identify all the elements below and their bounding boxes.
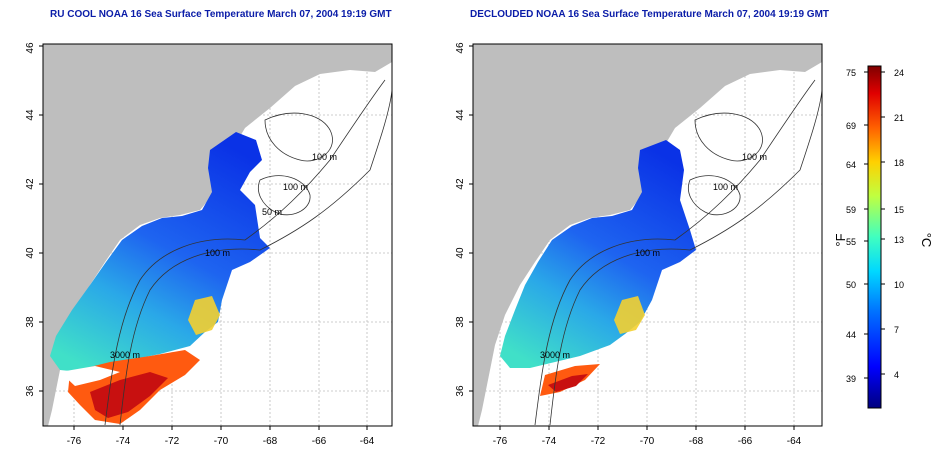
- right-x-tick-labels: -76 -74 -72 -70 -68 -66 -64: [493, 436, 802, 447]
- right-contours: [534, 79, 823, 426]
- fahrenheit-tick-label: 69: [846, 121, 856, 131]
- left-map-border: [42, 43, 393, 427]
- right-contour-labels: 100 m 100 m 100 m 3000 m: [540, 152, 767, 360]
- left-contour-labels: 100 m 100 m 50 m 100 m 3000 m: [110, 152, 337, 360]
- left-sst-gulfstream-core: [90, 372, 168, 418]
- right-sst-warm-shelf: [614, 296, 645, 334]
- y-tick-label: 46: [455, 42, 466, 54]
- celsius-tick-label: 15: [894, 205, 904, 215]
- x-tick-label: -64: [360, 436, 375, 447]
- contour-label: 100 m: [635, 248, 660, 258]
- right-y-tick-labels: 36 38 40 42 44 46: [455, 42, 466, 397]
- celsius-tick-label: 18: [894, 158, 904, 168]
- contour-label: 3000 m: [110, 350, 140, 360]
- fahrenheit-tick-label: 39: [846, 374, 856, 384]
- left-x-tick-labels: -76 -74 -72 -70 -68 -66 -64: [67, 436, 375, 447]
- x-tick-label: -72: [591, 436, 606, 447]
- x-tick-label: -76: [67, 436, 82, 447]
- y-tick-label: 38: [455, 316, 466, 328]
- contour-label: 100 m: [283, 182, 308, 192]
- right-land-mass: [473, 44, 822, 426]
- x-tick-label: -74: [116, 436, 131, 447]
- right-sst-gulfstream-core: [548, 374, 588, 392]
- contour-label: 100 m: [312, 152, 337, 162]
- contour-label: 100 m: [713, 182, 738, 192]
- celsius-tick-label: 24: [894, 68, 904, 78]
- contour-label: 100 m: [205, 248, 230, 258]
- colorbar-ticks: [864, 71, 885, 379]
- celsius-tick-label: 7: [894, 325, 899, 335]
- celsius-tick-label: 4: [894, 370, 899, 380]
- fahrenheit-tick-label: 50: [846, 280, 856, 290]
- y-tick-label: 38: [25, 316, 36, 328]
- right-axis-ticks: [469, 45, 795, 430]
- left-map-title: RU COOL NOAA 16 Sea Surface Temperature …: [50, 9, 392, 20]
- fahrenheit-tick-label: 59: [846, 205, 856, 215]
- y-tick-label: 44: [25, 109, 36, 121]
- left-contours: [104, 79, 393, 426]
- celsius-tick-label: 21: [894, 113, 904, 123]
- y-tick-label: 44: [455, 109, 466, 121]
- celsius-tick-label: 10: [894, 280, 904, 290]
- fahrenheit-tick-label: 44: [846, 330, 856, 340]
- x-tick-label: -76: [493, 436, 508, 447]
- y-tick-label: 40: [455, 247, 466, 259]
- left-map-panel: 100 m 100 m 50 m 100 m 3000 m -76 -74 -7…: [25, 42, 393, 447]
- colorbar-gradient: [867, 65, 882, 409]
- x-tick-label: -70: [214, 436, 229, 447]
- y-tick-label: 46: [25, 42, 36, 54]
- left-y-tick-labels: 36 38 40 42 44 46: [25, 42, 36, 397]
- x-tick-label: -72: [165, 436, 180, 447]
- x-tick-label: -68: [689, 436, 704, 447]
- contour-label: 100 m: [742, 152, 767, 162]
- left-cloud-gap: [60, 366, 120, 386]
- left-axis-ticks: [39, 45, 368, 430]
- fahrenheit-tick-label: 55: [846, 237, 856, 247]
- y-tick-label: 42: [25, 178, 36, 190]
- y-tick-label: 36: [25, 385, 36, 397]
- left-land-mass: [43, 44, 392, 426]
- contour-label: 3000 m: [540, 350, 570, 360]
- contour-label: 50 m: [262, 207, 282, 217]
- y-tick-label: 42: [455, 178, 466, 190]
- y-tick-label: 36: [455, 385, 466, 397]
- x-tick-label: -68: [263, 436, 278, 447]
- fahrenheit-tick-label: 75: [846, 68, 856, 78]
- celsius-tick-label: 13: [894, 235, 904, 245]
- fahrenheit-tick-label: 64: [846, 160, 856, 170]
- celsius-unit-label: °C: [919, 233, 934, 248]
- colorbar: 75 69 64 59 55 50 44 39 24 21 18 15 13 1…: [833, 65, 934, 409]
- x-tick-label: -66: [312, 436, 327, 447]
- left-sst-warm-shelf: [188, 296, 220, 335]
- x-tick-label: -70: [640, 436, 655, 447]
- x-tick-label: -74: [542, 436, 557, 447]
- y-tick-label: 40: [25, 247, 36, 259]
- colorbar-celsius-labels: 24 21 18 15 13 10 7 4: [894, 68, 904, 380]
- x-tick-label: -66: [738, 436, 753, 447]
- x-tick-label: -64: [787, 436, 802, 447]
- right-map-panel: 100 m 100 m 100 m 3000 m -76 -74 -72 -70…: [455, 42, 823, 447]
- colorbar-fahrenheit-labels: 75 69 64 59 55 50 44 39: [846, 68, 856, 384]
- fahrenheit-unit-label: °F: [833, 233, 848, 246]
- right-map-title: DECLOUDED NOAA 16 Sea Surface Temperatur…: [470, 9, 830, 20]
